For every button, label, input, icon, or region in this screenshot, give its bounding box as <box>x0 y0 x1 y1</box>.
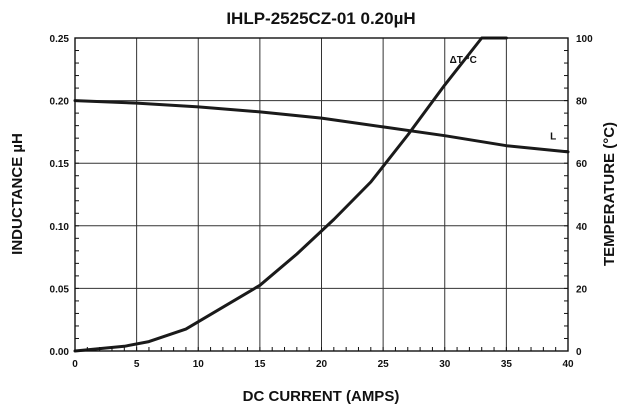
y2-tick-label: 0 <box>576 347 582 358</box>
y-tick-label: 0.00 <box>50 347 70 358</box>
y-axis-title: INDUCTANCE µH <box>9 133 26 255</box>
y2-axis-title: TEMPERATURE (°C) <box>601 122 618 266</box>
ticks: 0 5 10 15 20 25 30 35 40 0.00 0.05 0.10 0.15 0.20 0.25… <box>50 34 594 370</box>
y2-tick-label: 40 <box>576 222 588 233</box>
x-tick-label: 15 <box>254 359 266 370</box>
chart-title: IHLP-2525CZ-01 0.20µH <box>226 9 415 28</box>
plot-frame <box>74 37 569 352</box>
curves <box>73 36 570 353</box>
y-tick-label: 0.10 <box>50 222 70 233</box>
x-tick-label: 5 <box>134 359 140 370</box>
x-axis-title: DC CURRENT (AMPS) <box>243 388 400 405</box>
x-tick-label: 30 <box>439 359 451 370</box>
y2-tick-label: 20 <box>576 284 588 295</box>
x-tick-label: 10 <box>193 359 205 370</box>
grid <box>74 37 569 352</box>
x-tick-label: 40 <box>562 359 574 370</box>
inductance-curve <box>73 99 570 154</box>
y2-tick-label: 80 <box>576 97 588 108</box>
x-tick-label: 35 <box>501 359 513 370</box>
x-tick-label: 25 <box>378 359 390 370</box>
x-tick-label: 20 <box>316 359 328 370</box>
y2-tick-label: 60 <box>576 159 588 170</box>
y-tick-label: 0.05 <box>50 284 70 295</box>
y-tick-label: 0.25 <box>50 34 70 45</box>
y-tick-label: 0.15 <box>50 159 70 170</box>
temperature-curve <box>73 36 508 353</box>
series-labels: L ΔT °C <box>450 55 557 142</box>
y2-tick-label: 100 <box>576 34 593 45</box>
y-tick-label: 0.20 <box>50 97 70 108</box>
temperature-series-label: ΔT °C <box>450 55 477 66</box>
x-tick-label: 0 <box>72 359 78 370</box>
inductance-series-label: L <box>550 131 556 142</box>
